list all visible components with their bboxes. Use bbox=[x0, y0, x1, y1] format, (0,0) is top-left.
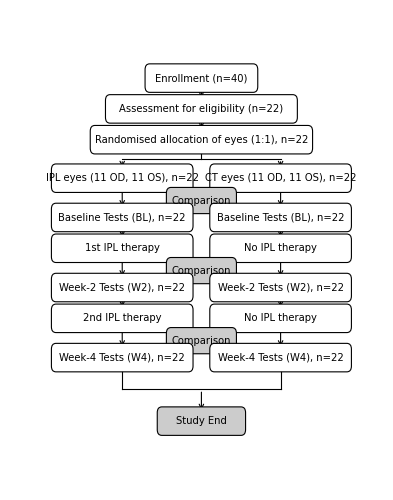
FancyBboxPatch shape bbox=[210, 344, 351, 372]
Text: Assessment for eligibility (n=22): Assessment for eligibility (n=22) bbox=[119, 104, 283, 114]
Text: 2nd IPL therapy: 2nd IPL therapy bbox=[83, 314, 162, 324]
Text: Comparison: Comparison bbox=[172, 266, 231, 276]
Text: No IPL therapy: No IPL therapy bbox=[244, 314, 317, 324]
Text: Comparison: Comparison bbox=[172, 336, 231, 345]
Text: Week-4 Tests (W4), n=22: Week-4 Tests (W4), n=22 bbox=[59, 352, 185, 362]
Text: No IPL therapy: No IPL therapy bbox=[244, 244, 317, 254]
FancyBboxPatch shape bbox=[51, 274, 193, 302]
FancyBboxPatch shape bbox=[210, 274, 351, 302]
FancyBboxPatch shape bbox=[157, 407, 246, 436]
FancyBboxPatch shape bbox=[210, 203, 351, 232]
FancyBboxPatch shape bbox=[90, 126, 312, 154]
Text: Randomised allocation of eyes (1:1), n=22: Randomised allocation of eyes (1:1), n=2… bbox=[95, 134, 308, 144]
Text: Week-2 Tests (W2), n=22: Week-2 Tests (W2), n=22 bbox=[59, 282, 185, 292]
FancyBboxPatch shape bbox=[166, 258, 237, 283]
FancyBboxPatch shape bbox=[105, 94, 298, 123]
Text: 1st IPL therapy: 1st IPL therapy bbox=[85, 244, 160, 254]
FancyBboxPatch shape bbox=[166, 328, 237, 354]
Text: Study End: Study End bbox=[176, 416, 227, 426]
Text: Week-4 Tests (W4), n=22: Week-4 Tests (W4), n=22 bbox=[218, 352, 343, 362]
FancyBboxPatch shape bbox=[51, 164, 193, 192]
FancyBboxPatch shape bbox=[51, 234, 193, 262]
FancyBboxPatch shape bbox=[51, 203, 193, 232]
FancyBboxPatch shape bbox=[51, 304, 193, 332]
Text: Enrollment (n=40): Enrollment (n=40) bbox=[155, 73, 248, 83]
Text: Week-2 Tests (W2), n=22: Week-2 Tests (W2), n=22 bbox=[218, 282, 343, 292]
FancyBboxPatch shape bbox=[51, 344, 193, 372]
FancyBboxPatch shape bbox=[210, 164, 351, 192]
FancyBboxPatch shape bbox=[210, 234, 351, 262]
FancyBboxPatch shape bbox=[166, 188, 237, 214]
Text: Baseline Tests (BL), n=22: Baseline Tests (BL), n=22 bbox=[59, 212, 186, 222]
Text: CT eyes (11 OD, 11 OS), n=22: CT eyes (11 OD, 11 OS), n=22 bbox=[205, 173, 356, 183]
FancyBboxPatch shape bbox=[210, 304, 351, 332]
Text: Baseline Tests (BL), n=22: Baseline Tests (BL), n=22 bbox=[217, 212, 344, 222]
Text: Comparison: Comparison bbox=[172, 196, 231, 205]
FancyBboxPatch shape bbox=[145, 64, 258, 92]
Text: IPL eyes (11 OD, 11 OS), n=22: IPL eyes (11 OD, 11 OS), n=22 bbox=[46, 173, 199, 183]
